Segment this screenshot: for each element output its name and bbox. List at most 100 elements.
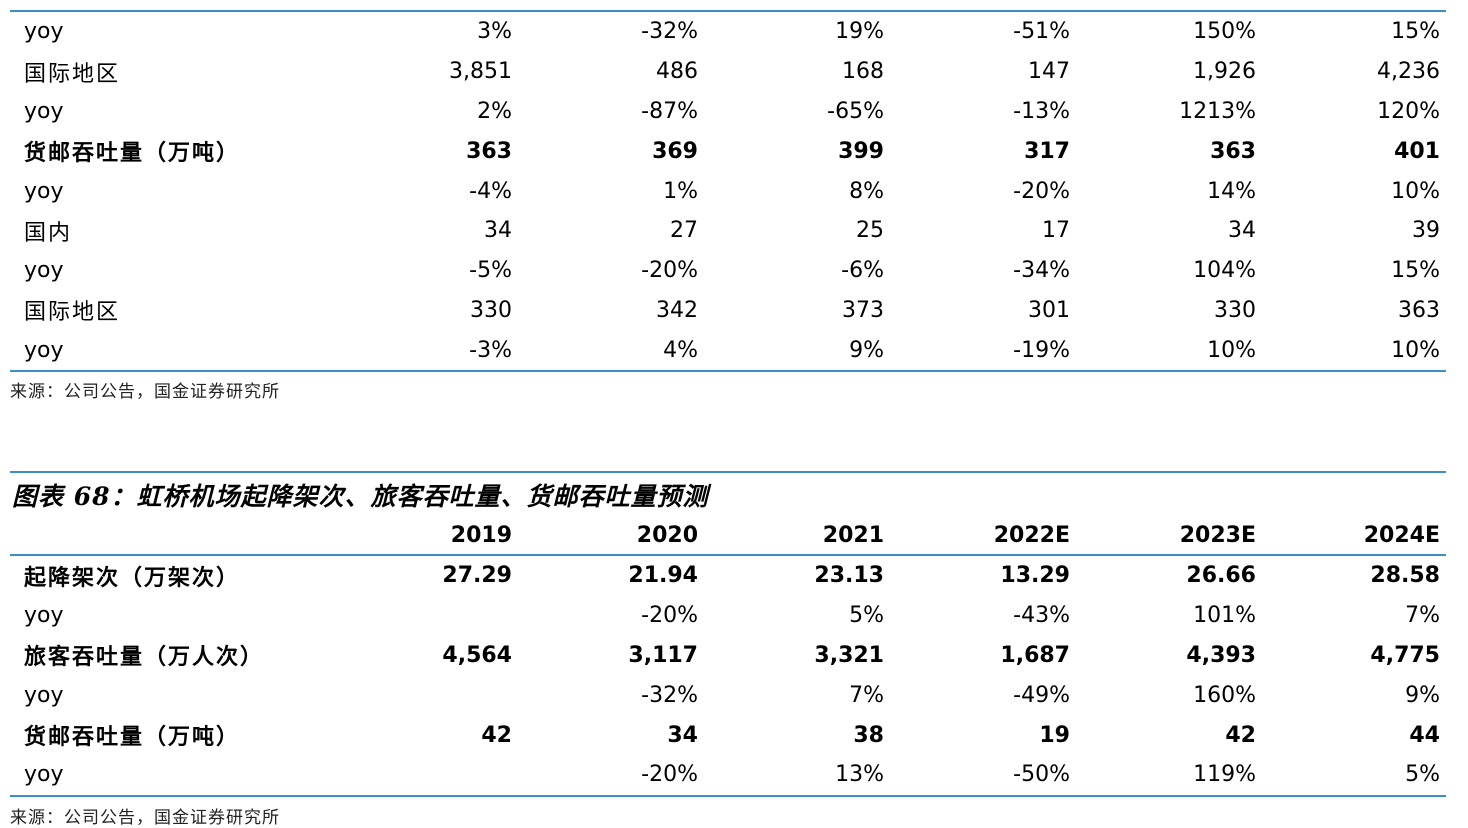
- cell-value: 4,236: [1377, 59, 1440, 85]
- cell-value: -13%: [1013, 98, 1070, 124]
- cell-value: 42: [481, 722, 512, 748]
- cell-value: 399: [838, 138, 884, 164]
- cell-value: 330: [1214, 297, 1256, 323]
- table2-header: 2019 2020 2021 2022E 2023E 2024E: [10, 517, 1446, 555]
- row-label: yoy: [24, 603, 64, 629]
- cell-value: 14%: [1207, 178, 1256, 204]
- cell-value: 42: [1225, 722, 1256, 748]
- cell-value: -19%: [1013, 337, 1070, 363]
- cell-value: 9%: [1405, 682, 1440, 708]
- row-label: yoy: [24, 19, 64, 45]
- table-row: yoy -20% 13% -50% 119% 5%: [10, 755, 1446, 796]
- cell-value: 10%: [1207, 337, 1256, 363]
- cell-value: 5%: [1405, 762, 1440, 788]
- table-row: yoy 3% -32% 19% -51% 150% 15%: [10, 11, 1446, 52]
- cell-value: -20%: [1013, 178, 1070, 204]
- cell-value: 150%: [1193, 19, 1256, 45]
- cell-value: 486: [656, 59, 698, 85]
- cell-value: 119%: [1193, 762, 1256, 788]
- table-hongqiao-forecast: 2019 2020 2021 2022E 2023E 2024E 起降架次（万架次） 27.…: [10, 517, 1446, 797]
- cell-value: 369: [652, 138, 698, 164]
- cell-value: 3,117: [628, 642, 698, 668]
- cell-value: 13.29: [1000, 563, 1070, 589]
- cell-value: -20%: [641, 762, 698, 788]
- cell-value: 8%: [849, 178, 884, 204]
- cell-value: 26.66: [1186, 563, 1256, 589]
- table-airport-stats-continued: yoy 3% -32% 19% -51% 150% 15% 国际地区 3,851 486 168 14…: [10, 10, 1446, 373]
- cell-value: 7%: [849, 682, 884, 708]
- cell-value: 15%: [1391, 258, 1440, 284]
- row-label: 货邮吞吐量（万吨）: [24, 725, 241, 751]
- cell-value: 34: [667, 722, 698, 748]
- cell-value: 363: [1398, 297, 1440, 323]
- cell-value: 342: [656, 297, 698, 323]
- row-label: 起降架次（万架次）: [24, 565, 241, 591]
- cell-value: 1,687: [1000, 642, 1070, 668]
- cell-value: 15%: [1391, 19, 1440, 45]
- cell-value: -20%: [641, 258, 698, 284]
- cell-value: 101%: [1193, 603, 1256, 629]
- cell-value: 19: [1039, 722, 1070, 748]
- header-year: 2019: [450, 523, 512, 548]
- table2-body: 起降架次（万架次） 27.29 21.94 23.13 13.29 26.66 28.58 y…: [10, 555, 1446, 796]
- table-row: yoy -3% 4% 9% -19% 10% 10%: [10, 330, 1446, 371]
- cell-value: -34%: [1013, 258, 1070, 284]
- cell-value: 4,564: [442, 642, 512, 668]
- row-label: yoy: [24, 762, 64, 788]
- cell-value: 10%: [1391, 337, 1440, 363]
- cell-value: 7%: [1405, 603, 1440, 629]
- table2-caption: 图表 68：虹桥机场起降架次、旅客吞吐量、货邮吞吐量预测: [12, 482, 709, 511]
- cell-value: 25: [856, 218, 884, 244]
- cell-value: 13%: [835, 762, 884, 788]
- cell-value: 330: [470, 297, 512, 323]
- table-row: 起降架次（万架次） 27.29 21.94 23.13 13.29 26.66 28.58: [10, 555, 1446, 596]
- table-row: yoy 2% -87% -65% -13% 1213% 120%: [10, 92, 1446, 132]
- cell-value: 34: [484, 218, 512, 244]
- cell-value: 10%: [1391, 178, 1440, 204]
- header-year: 2021: [822, 523, 884, 548]
- cell-value: 363: [466, 138, 512, 164]
- row-label: 国内: [24, 220, 73, 246]
- table-row: 国际地区 3,851 486 168 147 1,926 4,236: [10, 52, 1446, 92]
- cell-value: 39: [1412, 218, 1440, 244]
- cell-value: 4%: [663, 337, 698, 363]
- row-label: yoy: [24, 258, 64, 284]
- cell-value: -3%: [469, 337, 512, 363]
- table-row: 旅客吞吐量（万人次） 4,564 3,117 3,321 1,687 4,393 4,775: [10, 636, 1446, 676]
- cell-value: 21.94: [628, 563, 698, 589]
- cell-value: -4%: [469, 178, 512, 204]
- cell-value: 1,926: [1193, 59, 1256, 85]
- cell-value: -50%: [1013, 762, 1070, 788]
- header-corner: [10, 517, 332, 555]
- row-label: yoy: [24, 178, 64, 204]
- cell-value: 1%: [663, 178, 698, 204]
- cell-value: 1213%: [1179, 98, 1256, 124]
- table1-source-note: 来源：公司公告，国金证券研究所: [10, 382, 280, 402]
- cell-value: 3%: [477, 19, 512, 45]
- table-row: yoy -5% -20% -6% -34% 104% 15%: [10, 251, 1446, 291]
- table1-body: yoy 3% -32% 19% -51% 150% 15% 国际地区 3,851 486 168 14…: [10, 11, 1446, 371]
- row-label: 国际地区: [24, 61, 121, 87]
- cell-value: 2%: [477, 98, 512, 124]
- row-label: 旅客吞吐量（万人次）: [24, 645, 265, 671]
- cell-value: 147: [1028, 59, 1070, 85]
- cell-value: 301: [1028, 297, 1070, 323]
- table2-header-row: 2019 2020 2021 2022E 2023E 2024E: [10, 517, 1446, 555]
- cell-value: 373: [842, 297, 884, 323]
- cell-value: -49%: [1013, 682, 1070, 708]
- header-year: 2022E: [993, 523, 1070, 548]
- table-row: yoy -4% 1% 8% -20% 14% 10%: [10, 171, 1446, 211]
- cell-value: [332, 675, 518, 715]
- row-label: 国际地区: [24, 300, 121, 326]
- cell-value: 38: [853, 722, 884, 748]
- row-label: yoy: [24, 98, 64, 124]
- cell-value: 120%: [1377, 98, 1440, 124]
- cell-value: -5%: [469, 258, 512, 284]
- cell-value: -32%: [641, 19, 698, 45]
- table-row: 货邮吞吐量（万吨） 42 34 38 19 42 44: [10, 715, 1446, 755]
- cell-value: 27: [670, 218, 698, 244]
- table-row: 货邮吞吐量（万吨） 363 369 399 317 363 401: [10, 131, 1446, 171]
- cell-value: 3,321: [814, 642, 884, 668]
- cell-value: 5%: [849, 603, 884, 629]
- cell-value: 168: [842, 59, 884, 85]
